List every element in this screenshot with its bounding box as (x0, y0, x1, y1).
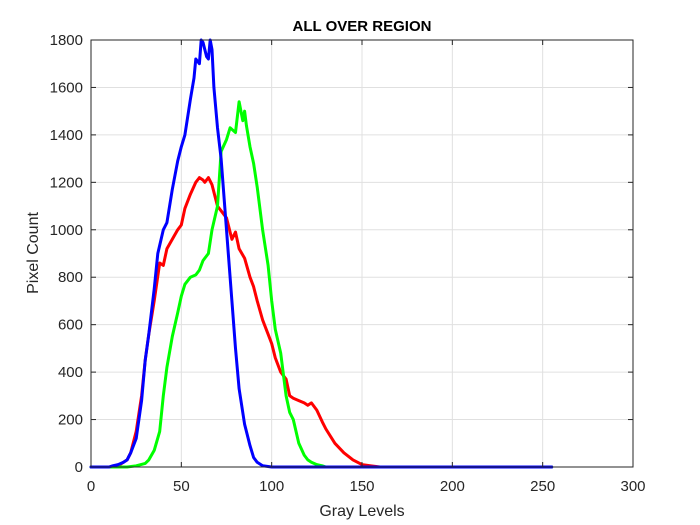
y-tick-label: 400 (58, 364, 83, 381)
y-axis-label: Pixel Count (25, 212, 42, 294)
y-tick-label: 1400 (50, 127, 83, 144)
series-lines (89, 38, 554, 469)
y-tick-label: 1600 (50, 79, 83, 96)
y-tick-label: 800 (58, 269, 83, 286)
x-axis-label: Gray Levels (319, 503, 404, 520)
x-tick-label: 300 (620, 478, 645, 495)
chart-title: ALL OVER REGION (293, 18, 432, 35)
y-tick-label: 0 (75, 459, 83, 476)
x-tick-label: 100 (259, 478, 284, 495)
series-line-green (89, 100, 554, 469)
x-tick-label: 0 (87, 478, 95, 495)
y-tick-label: 200 (58, 412, 83, 429)
series-line-blue (89, 38, 554, 469)
series-line-red (89, 176, 554, 469)
x-tick-label: 250 (530, 478, 555, 495)
y-tick-label: 600 (58, 317, 83, 334)
y-tick-label: 1000 (50, 222, 83, 239)
y-tick-label: 1800 (50, 32, 83, 49)
grid (91, 40, 633, 467)
x-tick-label: 50 (173, 478, 190, 495)
ticks: 0 50 100 150 200 250 300 0 200 400 600 800 1000 1200 1… (50, 32, 646, 495)
x-tick-label: 150 (349, 478, 374, 495)
y-tick-label: 1200 (50, 174, 83, 191)
x-tick-label: 200 (440, 478, 465, 495)
